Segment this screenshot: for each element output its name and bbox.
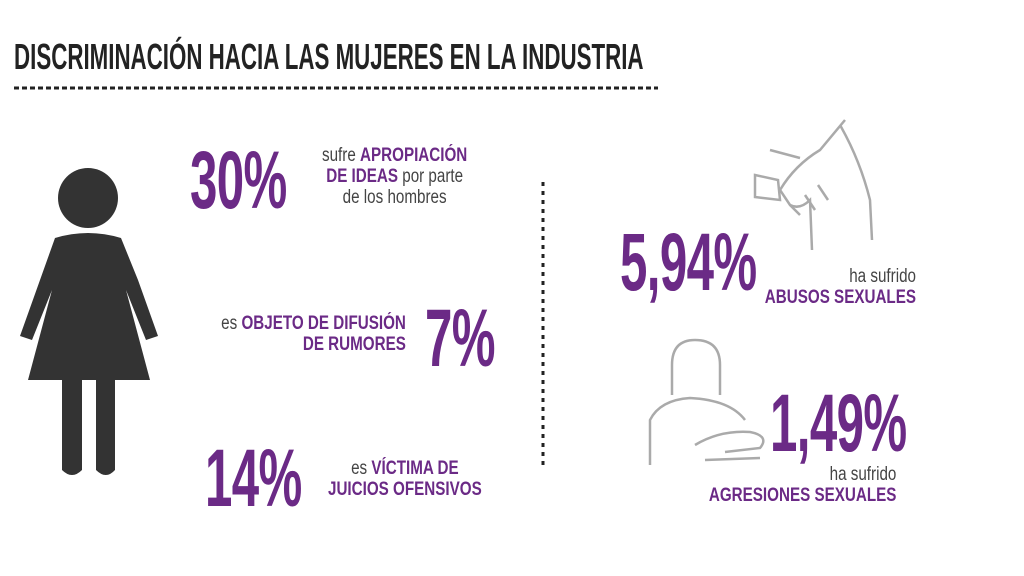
text-line: de los hombres xyxy=(322,187,467,208)
text-line: es VÍCTIMA DE xyxy=(328,458,482,479)
plain-text: es xyxy=(351,458,372,479)
emphasis-text: VÍCTIMA DE xyxy=(371,458,459,479)
emphasis-text: JUICIOS OFENSIVOS xyxy=(328,479,482,500)
emphasis-text: DE RUMORES xyxy=(302,334,406,355)
hand-icon xyxy=(753,119,874,251)
text-line: JUICIOS OFENSIVOS xyxy=(328,479,482,500)
emphasis-text: APROPIACIÓN xyxy=(360,145,468,166)
stat-value: 14% xyxy=(205,433,302,524)
emphasis-text: ABUSOS SEXUALES xyxy=(764,287,916,308)
plain-text: ha sufrido xyxy=(829,464,896,485)
text-line: ABUSOS SEXUALES xyxy=(765,287,916,308)
plain-text: de los hombres xyxy=(342,187,447,208)
emphasis-text: AGRESIONES SEXUALES xyxy=(708,485,896,506)
text-line: AGRESIONES SEXUALES xyxy=(708,485,896,506)
stat-value: 7% xyxy=(425,293,496,384)
text-line: DE RUMORES xyxy=(221,334,406,355)
plain-text: sufre xyxy=(322,145,361,166)
text-line: DE IDEAS por parte xyxy=(322,166,467,187)
text-line: es OBJETO DE DIFUSIÓN xyxy=(221,313,406,334)
stat-text: ha sufrido AGRESIONES SEXUALES xyxy=(708,464,896,506)
emphasis-text: OBJETO DE DIFUSIÓN xyxy=(241,313,406,334)
title: DISCRIMINACIÓN HACIA LAS MUJERES EN LA I… xyxy=(14,36,644,77)
stat-value: 30% xyxy=(190,135,287,226)
woman-icon xyxy=(20,168,158,475)
stat-text: sufre APROPIACIÓN DE IDEAS por parte de lo… xyxy=(322,145,467,208)
stat-value: 1,49% xyxy=(770,378,907,469)
text-line: ha sufrido xyxy=(708,464,896,485)
stat-text: es OBJETO DE DIFUSIÓN DE RUMORES xyxy=(221,313,406,355)
stat-text: es VÍCTIMA DE JUICIOS OFENSIVOS xyxy=(328,458,482,500)
plain-text: por parte xyxy=(398,166,464,187)
stat-value: 5,94% xyxy=(620,217,757,308)
text-line: ha sufrido xyxy=(765,266,916,287)
text-line: sufre APROPIACIÓN xyxy=(322,145,467,166)
emphasis-text: DE IDEAS xyxy=(326,166,399,187)
plain-text: ha sufrido xyxy=(849,266,916,287)
plain-text: es xyxy=(221,313,242,334)
stat-text: ha sufrido ABUSOS SEXUALES xyxy=(765,266,916,308)
woman-touch-icon xyxy=(648,338,765,465)
